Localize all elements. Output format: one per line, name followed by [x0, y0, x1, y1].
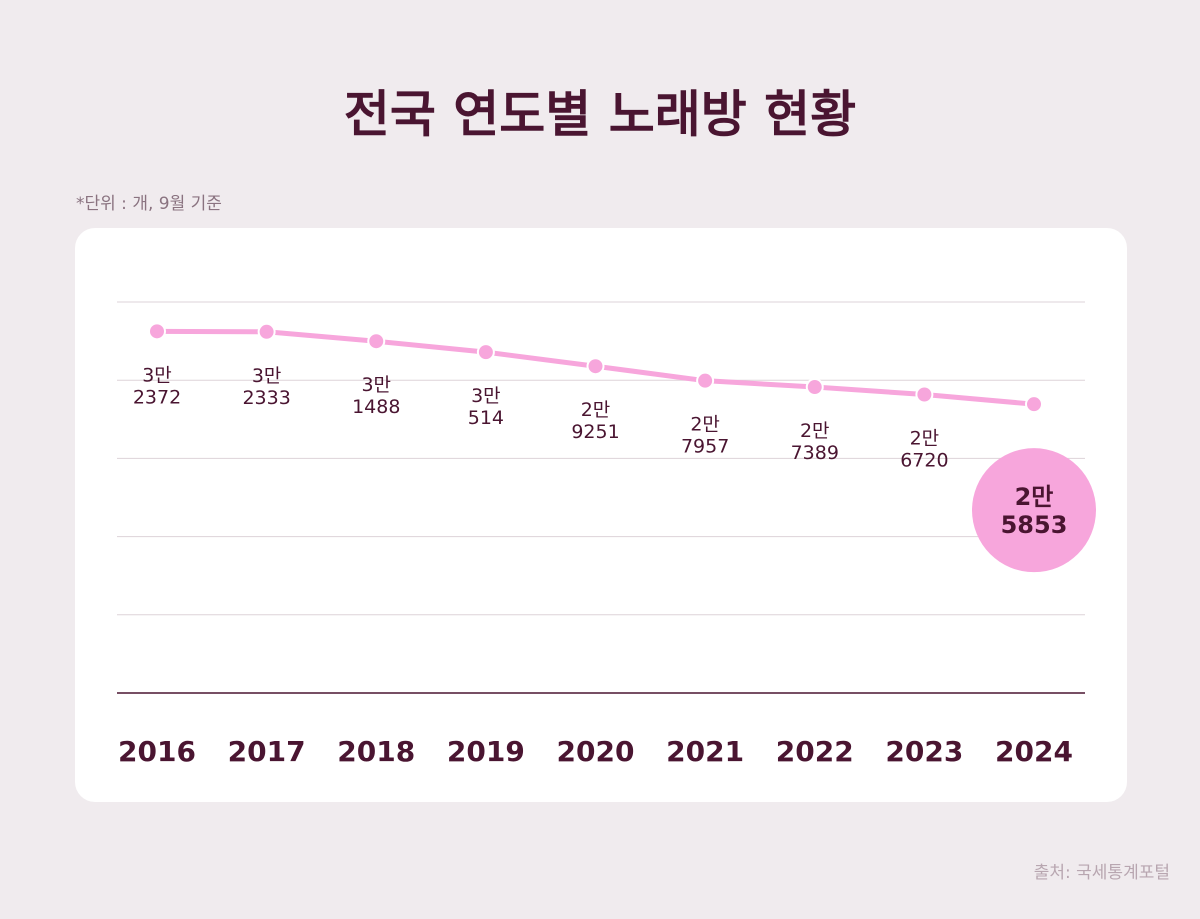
- x-tick-label: 2022: [776, 735, 854, 768]
- x-tick-label: 2021: [666, 735, 744, 768]
- chart-card: [75, 228, 1127, 802]
- point: [915, 385, 934, 404]
- point: [257, 322, 276, 341]
- value-label: 2만 9251: [571, 399, 619, 443]
- point: [367, 332, 386, 351]
- value-label: 3만 1488: [352, 374, 400, 418]
- value-label: 3만 514: [468, 385, 504, 429]
- value-label: 2만 7957: [681, 413, 729, 457]
- x-tick-label: 2020: [557, 735, 635, 768]
- point: [148, 322, 166, 341]
- point: [1025, 395, 1043, 414]
- value-label: 2만 6720: [900, 427, 948, 471]
- point: [696, 371, 715, 390]
- value-label: 3만 2333: [242, 364, 290, 408]
- x-tick-label: 2018: [337, 735, 415, 768]
- chart-title: 전국 연도별 노래방 현황: [344, 86, 856, 144]
- x-tick-label: 2017: [228, 735, 306, 768]
- x-tick-label: 2019: [447, 735, 525, 768]
- value-label: 2만 5853: [1001, 483, 1068, 539]
- point: [805, 378, 824, 397]
- x-tick-label: 2024: [995, 735, 1073, 768]
- value-label: 3만 2372: [133, 364, 181, 408]
- source: 출처: 국세통계포털: [1034, 863, 1170, 883]
- subtitle: *단위 : 개, 9월 기준: [76, 194, 222, 214]
- x-tick-label: 2023: [885, 735, 963, 768]
- point: [476, 343, 495, 362]
- value-label: 2만 7389: [791, 420, 839, 464]
- point: [586, 357, 605, 376]
- highlight-circle: [972, 448, 1096, 573]
- x-tick-label: 2016: [118, 735, 196, 768]
